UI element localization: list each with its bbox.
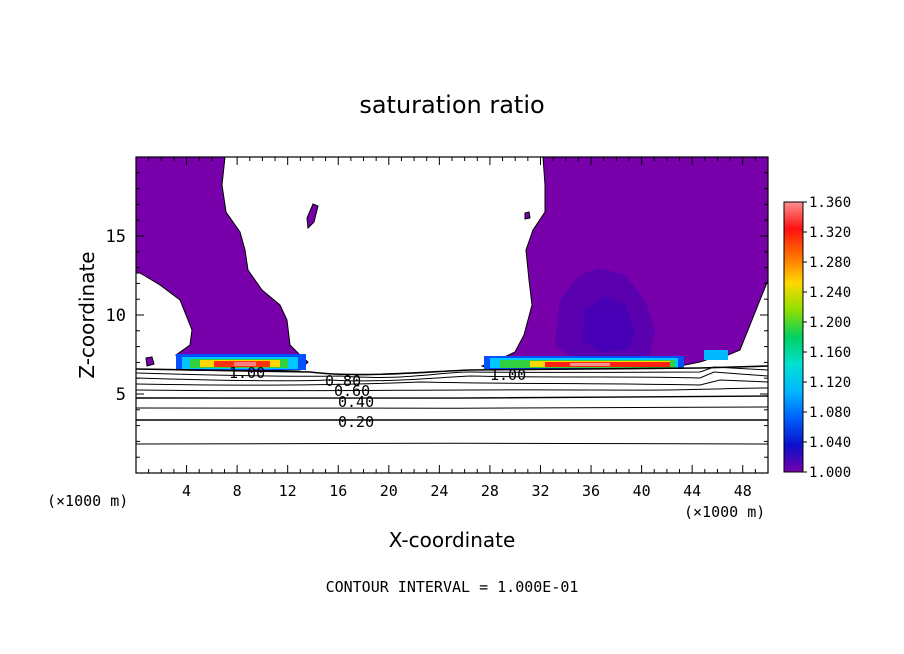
band-right-peak bbox=[570, 363, 610, 366]
contour-label: 0.80 bbox=[325, 372, 361, 390]
x-axis-unit-left: (×1000 m) bbox=[47, 492, 128, 510]
colorbar-label: 1.120 bbox=[809, 375, 851, 391]
contour-labels: 0.20 0.40 0.60 0.80 1.00 1.00 bbox=[229, 364, 526, 431]
x-tick-label: 4 bbox=[182, 482, 191, 500]
contour-line-090 bbox=[136, 366, 768, 378]
x-tick-label: 32 bbox=[531, 482, 549, 500]
saturated-patch-left-edge bbox=[145, 356, 155, 367]
plot-area bbox=[136, 157, 768, 445]
x-tick-label: 20 bbox=[380, 482, 398, 500]
contour-line-060 bbox=[136, 387, 768, 392]
contour-line-040 bbox=[136, 406, 768, 409]
saturated-patch-dot bbox=[524, 211, 531, 220]
x-tick-label: 48 bbox=[734, 482, 752, 500]
y-tick-label: 15 bbox=[106, 227, 126, 247]
y-axis: 5 10 15 bbox=[106, 172, 768, 458]
colorbar-label: 1.280 bbox=[809, 255, 851, 271]
x-axis-label: X-coordinate bbox=[389, 528, 516, 552]
contour-line-080 bbox=[136, 371, 768, 382]
contour-label: 0.20 bbox=[338, 413, 374, 431]
x-axis: 4 8 12 16 20 24 28 32 36 40 44 48 bbox=[148, 157, 756, 500]
colorbar-label: 1.160 bbox=[809, 345, 851, 361]
saturated-core-right-inner bbox=[582, 296, 635, 352]
colorbar: 1.000 1.040 1.080 1.120 1.160 1.200 1.240 1.280… bbox=[783, 195, 851, 481]
colorbar-label: 1.000 bbox=[809, 465, 851, 481]
colorbar-label: 1.320 bbox=[809, 225, 851, 241]
y-tick-label: 10 bbox=[106, 306, 126, 326]
y-tick-label: 5 bbox=[116, 385, 126, 405]
colorbar-label: 1.040 bbox=[809, 435, 851, 451]
x-tick-label: 16 bbox=[329, 482, 347, 500]
contour-line-050 bbox=[136, 395, 768, 400]
contour-line-070 bbox=[136, 379, 768, 386]
colorbar-label: 1.080 bbox=[809, 405, 851, 421]
x-axis-unit-right: (×1000 m) bbox=[684, 503, 765, 521]
x-tick-label: 8 bbox=[233, 482, 242, 500]
contour-interval-footer: CONTOUR INTERVAL = 1.000E-01 bbox=[326, 578, 579, 596]
colorbar-label: 1.240 bbox=[809, 285, 851, 301]
x-tick-label: 12 bbox=[279, 482, 297, 500]
x-tick-label: 36 bbox=[582, 482, 600, 500]
band-left-peak bbox=[234, 362, 256, 366]
y-axis-label: Z-coordinate bbox=[75, 251, 99, 378]
saturated-region-left bbox=[136, 157, 309, 372]
contour-label: 0.40 bbox=[338, 393, 374, 411]
contour-label: 1.00 bbox=[229, 364, 265, 382]
contour-label: 1.00 bbox=[490, 366, 526, 384]
contour-line-020 bbox=[136, 442, 768, 445]
contour-line-100 bbox=[136, 365, 768, 376]
x-tick-label: 40 bbox=[633, 482, 651, 500]
contour-label: 0.60 bbox=[334, 382, 370, 400]
saturated-patch-small bbox=[306, 203, 319, 230]
x-tick-label: 28 bbox=[481, 482, 499, 500]
colorbar-label: 1.360 bbox=[809, 195, 851, 211]
chart-title: saturation ratio bbox=[359, 91, 544, 119]
band-right-edge-blob bbox=[704, 350, 728, 360]
colorbar-label: 1.200 bbox=[809, 315, 851, 331]
x-tick-label: 24 bbox=[430, 482, 448, 500]
x-tick-label: 44 bbox=[683, 482, 701, 500]
colorbar-ramp bbox=[783, 201, 804, 473]
